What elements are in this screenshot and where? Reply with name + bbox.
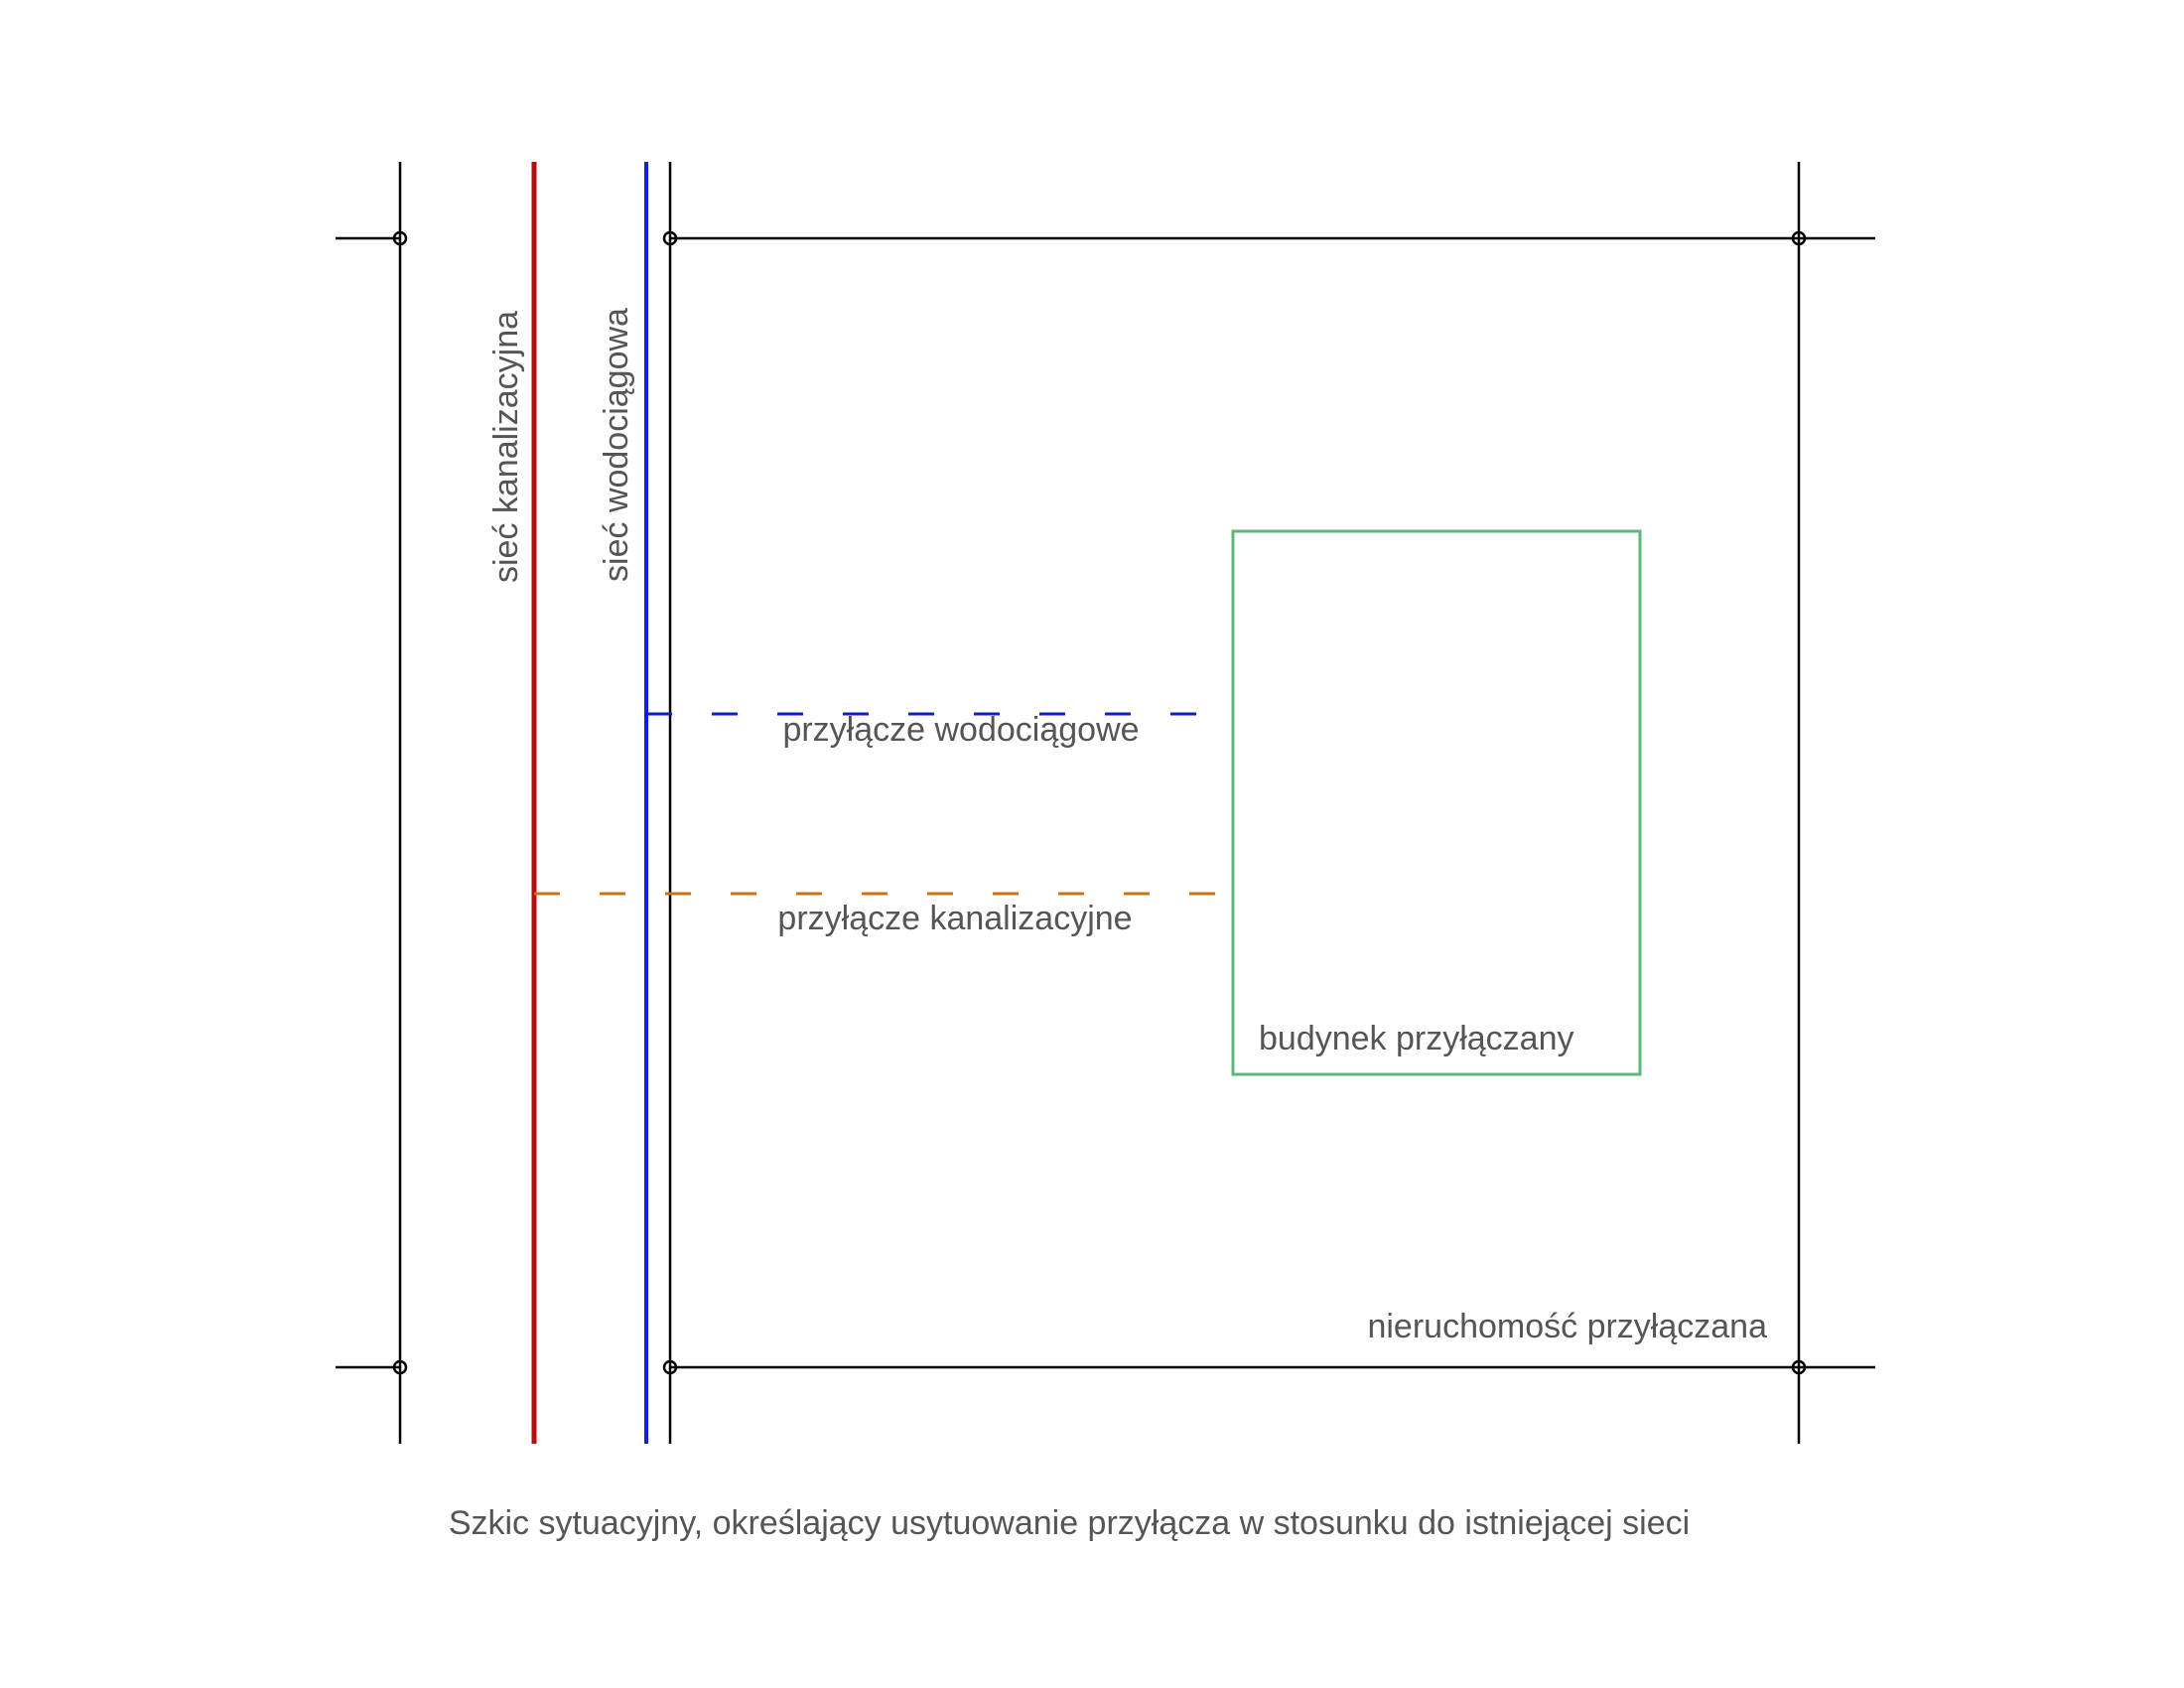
boundary-point: [662, 1359, 678, 1375]
caption: Szkic sytuacyjny, określający usytuowani…: [449, 1504, 1690, 1542]
boundary-point: [1791, 1359, 1807, 1375]
building: [1231, 529, 1642, 1076]
boundary-point: [392, 230, 408, 246]
boundary-point: [392, 1359, 408, 1375]
water-connection-label: przyłącze wodociągowe: [782, 711, 1139, 749]
boundaries: [336, 162, 1875, 1444]
water-network-label: sieć wodociągowa: [598, 308, 635, 582]
sewer-network-label: sieć kanalizacyjna: [487, 311, 525, 583]
property-label: nieruchomość przyłączana: [1367, 1308, 1767, 1345]
boundary-point: [1791, 230, 1807, 246]
boundary-point: [662, 230, 678, 246]
sewer-connection-label: przyłącze kanalizacyjne: [777, 900, 1132, 937]
building-label: budynek przyłączany: [1259, 1020, 1574, 1057]
